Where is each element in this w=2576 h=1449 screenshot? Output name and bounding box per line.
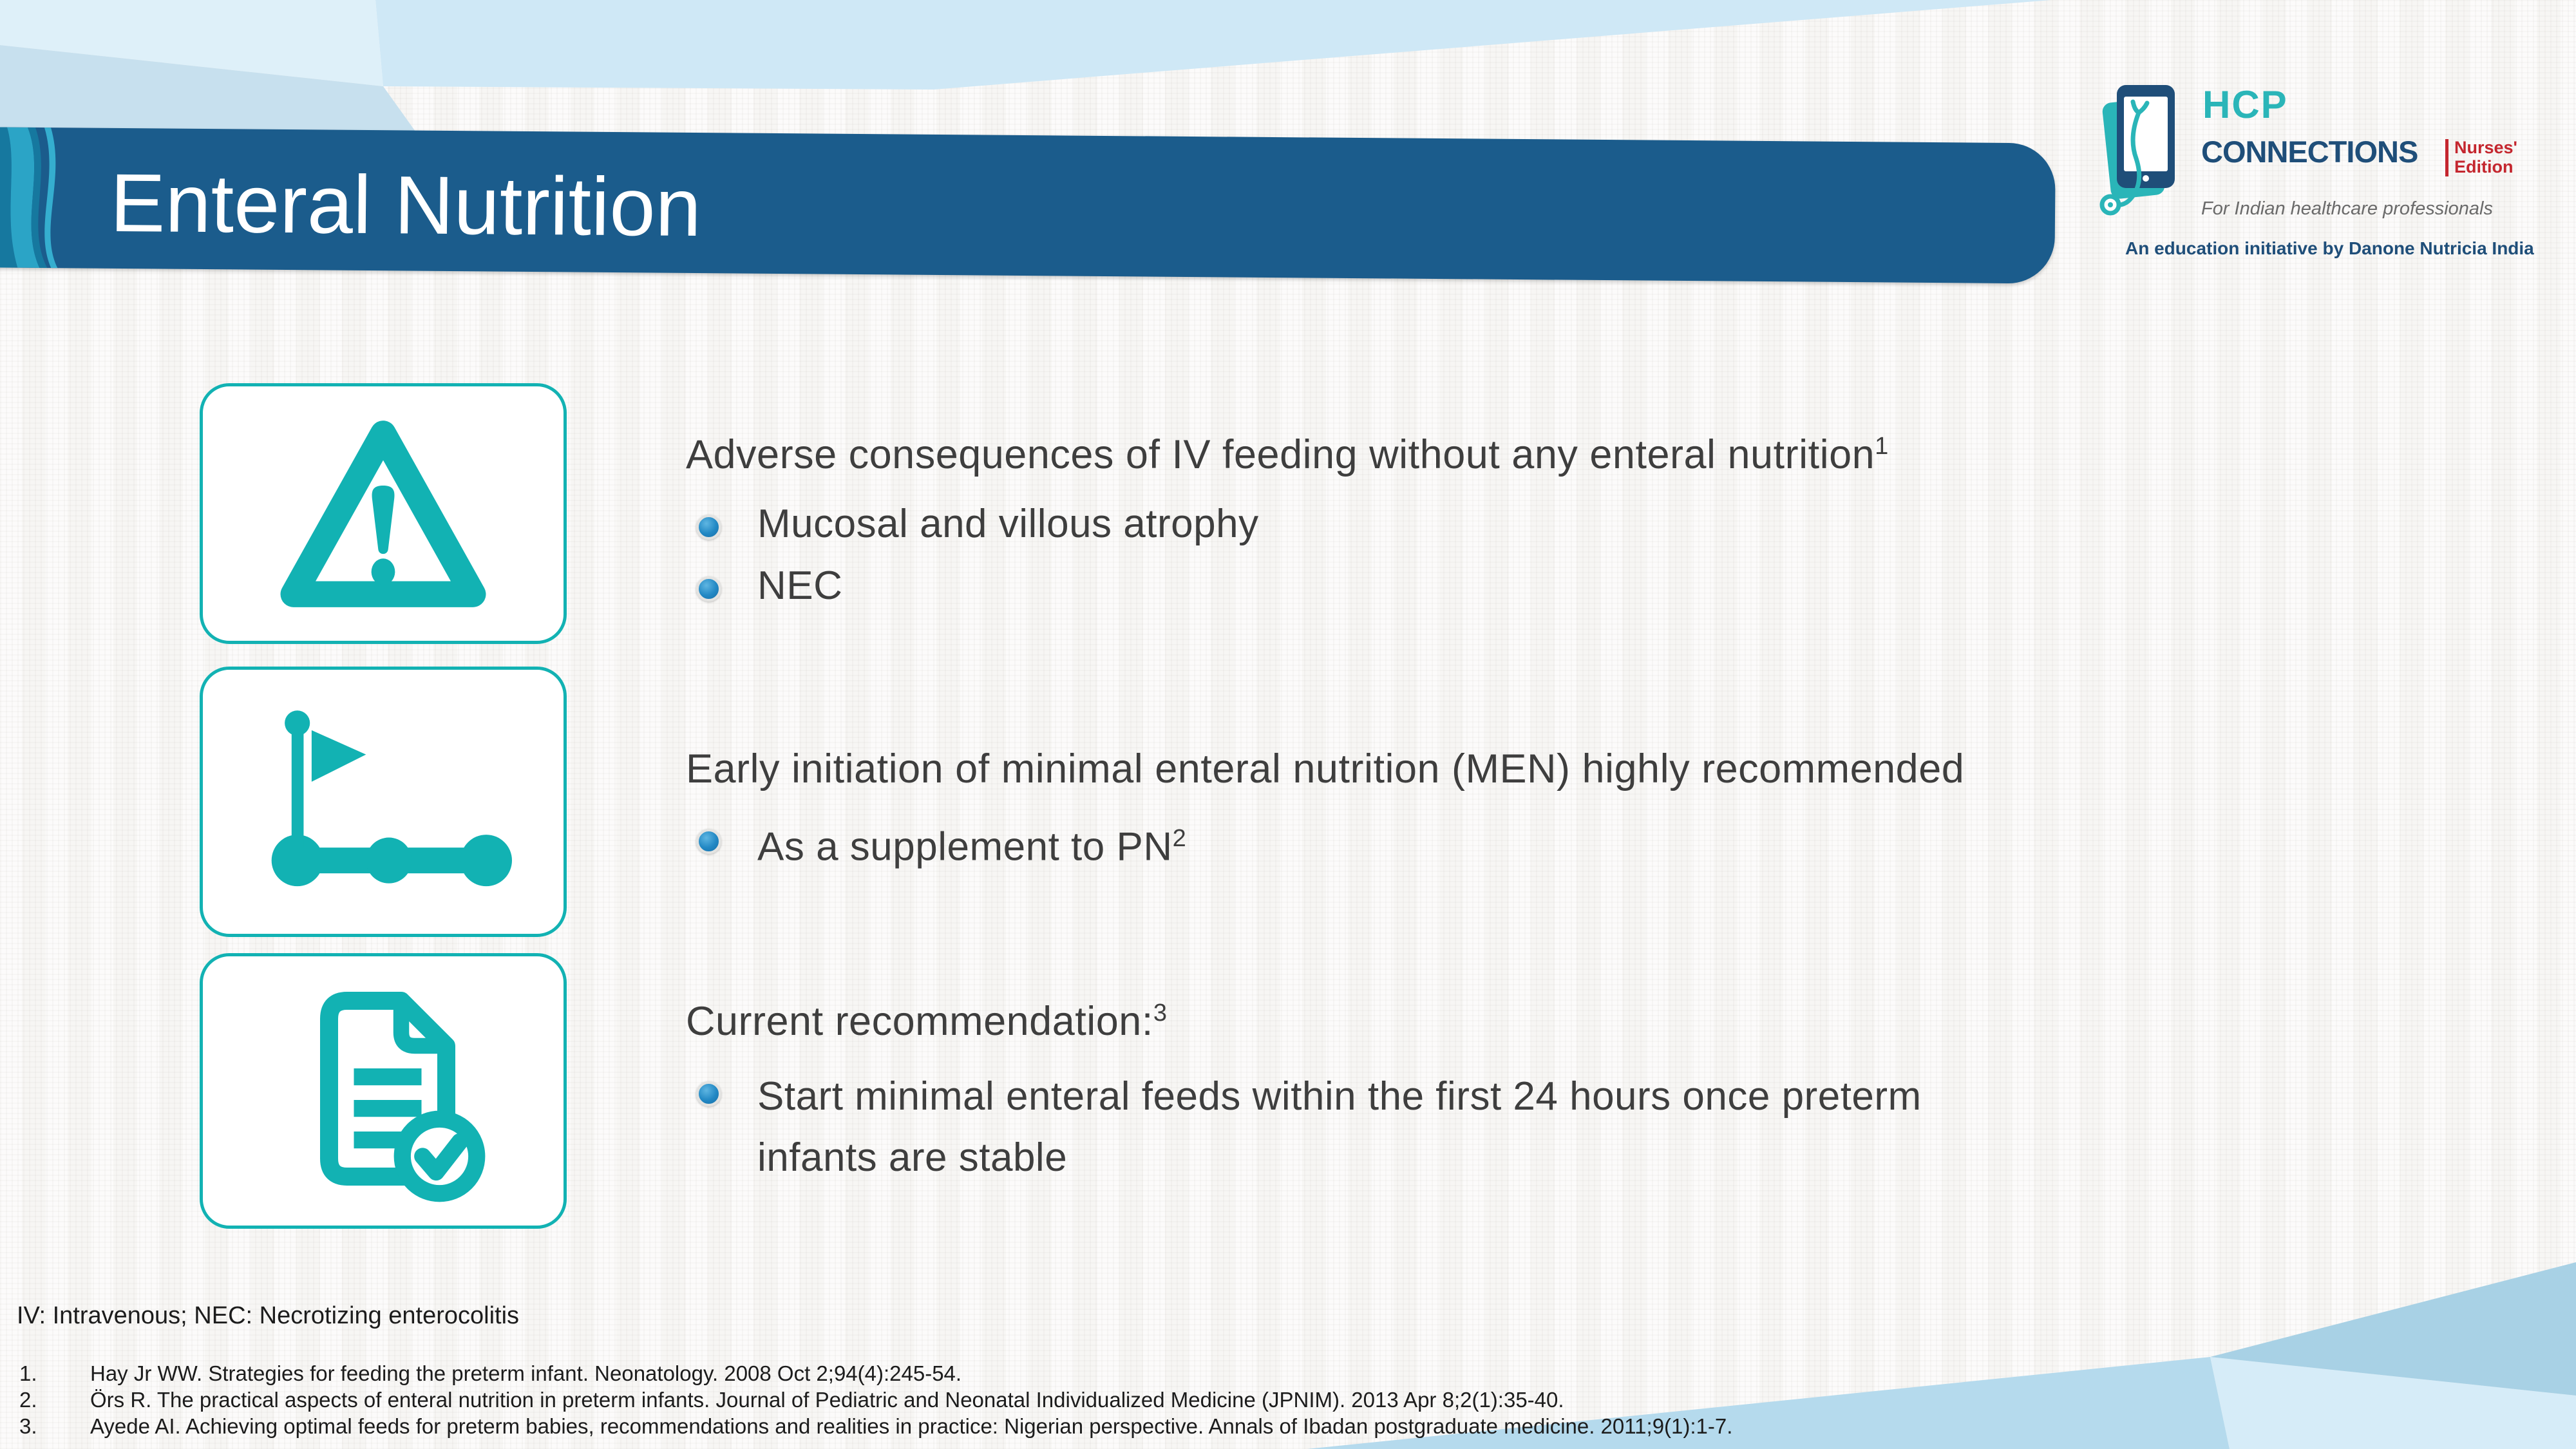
logo-hcp-text: HCP <box>2202 83 2288 126</box>
abbreviation-note: IV: Intravenous; NEC: Necrotizing entero… <box>17 1302 520 1329</box>
list-item: Start minimal enteral feeds within the f… <box>686 1066 2051 1188</box>
reference-text: Hay Jr WW. Strategies for feeding the pr… <box>90 1361 962 1385</box>
reference-item: 2. Örs R. The practical aspects of enter… <box>19 1387 1732 1413</box>
recommendation-card <box>200 953 567 1229</box>
section-heading-text: Current recommendation: <box>686 999 1153 1044</box>
logo-edition-line2: Edition <box>2454 157 2514 176</box>
bullet-dot-icon <box>696 515 721 540</box>
logo-red-divider <box>2445 139 2448 176</box>
bullet-superscript: 2 <box>1172 825 1187 852</box>
section-early-initiation: Early initiation of minimal enteral nutr… <box>686 734 2425 873</box>
milestone-card <box>200 667 567 937</box>
logo-tagline: For Indian healthcare professionals <box>2201 198 2493 219</box>
header-band: Enteral Nutrition <box>0 127 2056 284</box>
reference-number: 1. <box>19 1361 37 1385</box>
reference-item: 3. Ayede AI. Achieving optimal feeds for… <box>19 1413 1732 1439</box>
top-corner-decoration <box>0 0 2051 140</box>
bottom-corner-decoration <box>1307 1262 2576 1449</box>
bullet-list: As a supplement to PN2 <box>686 813 2425 873</box>
section-heading-text: Early initiation of minimal enteral nutr… <box>686 746 1965 791</box>
bullet-text: Start minimal enteral feeds within the f… <box>757 1074 1922 1180</box>
list-item: Mucosal and villous atrophy <box>686 499 2360 549</box>
section-heading: Early initiation of minimal enteral nutr… <box>686 734 2425 795</box>
logo-initiative: An education initiative by Danone Nutric… <box>2125 238 2534 258</box>
section-heading-text: Adverse consequences of IV feeding witho… <box>686 432 1875 477</box>
section-current-recommendation: Current recommendation:3 Start minimal e… <box>686 987 2051 1188</box>
list-item: As a supplement to PN2 <box>686 813 2425 873</box>
slide-title: Enteral Nutrition <box>109 156 702 254</box>
heading-superscript: 1 <box>1875 433 1889 460</box>
logo-edition-line1: Nurses' <box>2454 138 2517 157</box>
bullet-dot-icon <box>696 576 721 601</box>
document-check-icon <box>320 992 486 1202</box>
heading-superscript: 3 <box>1153 999 1168 1027</box>
section-heading: Current recommendation:3 <box>686 987 2051 1048</box>
teal-wave-ribbons-icon <box>0 127 58 269</box>
tablet-stethoscope-icon <box>2099 85 2175 216</box>
section-heading: Adverse consequences of IV feeding witho… <box>686 420 2360 481</box>
section-adverse-consequences: Adverse consequences of IV feeding witho… <box>686 420 2360 611</box>
references-list: 1. Hay Jr WW. Strategies for feeding the… <box>19 1360 1732 1439</box>
bullet-dot-icon <box>696 1081 721 1106</box>
reference-text: Ayede AI. Achieving optimal feeds for pr… <box>90 1414 1733 1438</box>
bullet-text: Mucosal and villous atrophy <box>757 502 1259 546</box>
logo-connections-text: CONNECTIONS <box>2201 135 2418 169</box>
warning-triangle-icon <box>280 420 486 607</box>
reference-item: 1. Hay Jr WW. Strategies for feeding the… <box>19 1360 1732 1387</box>
milestone-flag-icon <box>271 710 512 887</box>
reference-number: 3. <box>19 1414 37 1438</box>
bullet-dot-icon <box>696 829 721 854</box>
bullet-list: Mucosal and villous atrophy NEC <box>686 499 2360 611</box>
bullet-list: Start minimal enteral feeds within the f… <box>686 1066 2051 1188</box>
list-item: NEC <box>686 561 2360 611</box>
reference-text: Örs R. The practical aspects of enteral … <box>90 1388 1564 1412</box>
warning-card <box>200 383 567 644</box>
reference-number: 2. <box>19 1388 37 1412</box>
bullet-text: NEC <box>757 564 843 608</box>
bullet-text-main: As a supplement to PN <box>757 824 1173 869</box>
logo-edition-text: Nurses' Edition <box>2454 138 2517 176</box>
bullet-text: As a supplement to PN2 <box>757 813 1186 873</box>
